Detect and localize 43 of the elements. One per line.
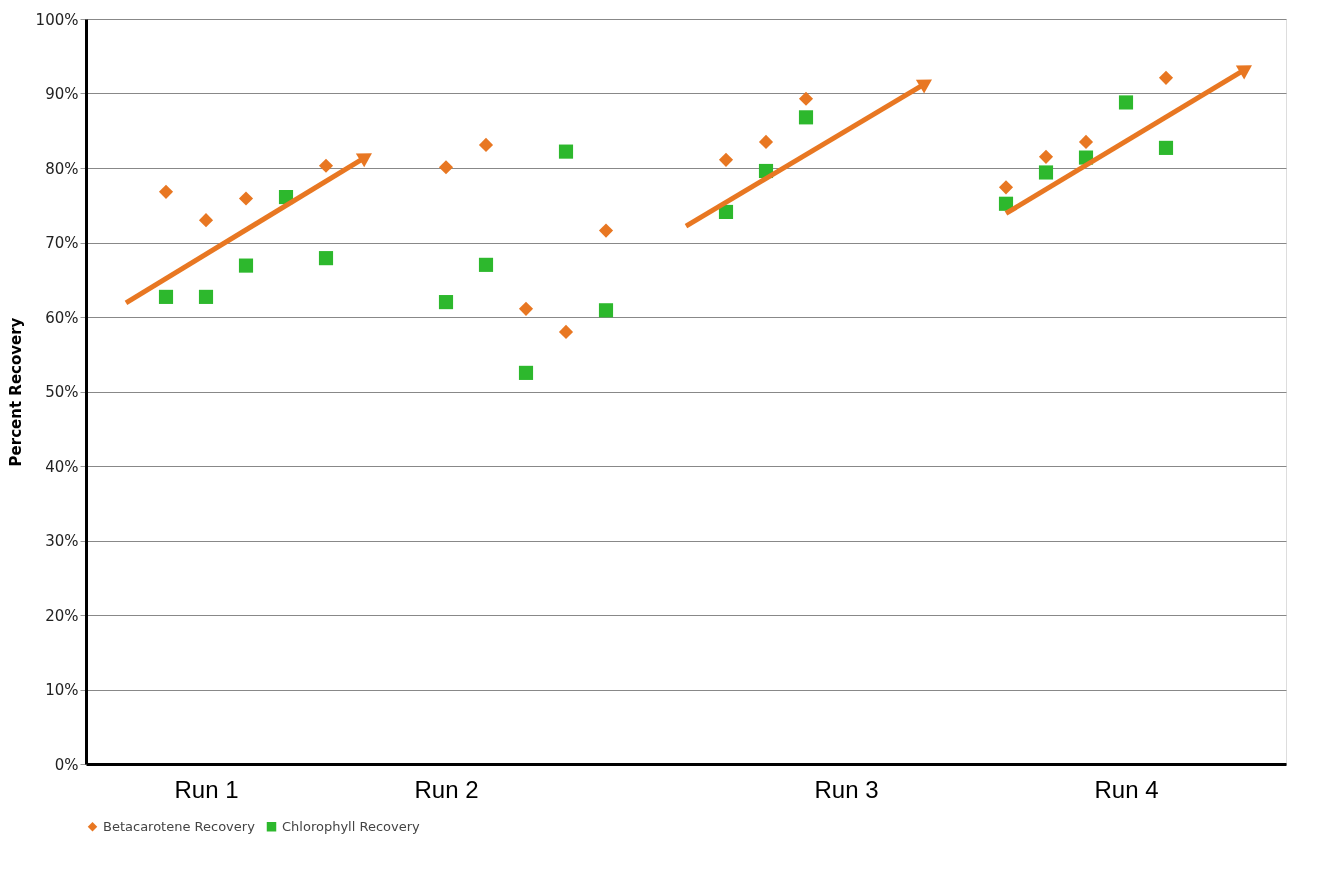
point [318,251,334,266]
x-tick-label: Run 2 [414,775,479,803]
y-tick-label: 90% [45,85,79,103]
point [998,180,1014,195]
y-tick-label: 60% [45,308,79,327]
x-tick-label: Run 4 [1094,775,1159,803]
point [598,303,614,318]
point [318,158,334,173]
point [1118,95,1134,110]
point [1038,149,1054,164]
y-tick-label: 10% [45,681,79,699]
point [238,258,254,273]
y-tick-label: 100% [35,10,79,29]
y-tick-label: 40% [45,457,79,476]
point [198,213,214,228]
point [238,191,254,206]
point [158,184,174,199]
point [478,137,494,152]
point [198,289,214,304]
point [478,257,494,272]
point [158,289,174,304]
y-axis-title: Percent Recovery [6,317,25,467]
y-tick-label: 30% [45,532,79,550]
legend-label: Chlorophyll Recovery [282,818,421,834]
x-tick-label: Run 1 [174,775,239,803]
point [558,324,574,339]
y-tick-label: 80% [45,159,79,178]
point [598,223,614,238]
y-tick-label: 0% [54,755,79,774]
point [1158,140,1174,155]
point [558,144,574,159]
point [438,295,454,310]
point [438,160,454,175]
point [518,301,534,316]
point [1158,70,1174,85]
point [1078,134,1094,149]
y-tick-label: 50% [45,383,79,401]
y-tick-label: 20% [45,606,79,625]
point [1038,165,1054,180]
legend-label: Betacarotene Recovery [103,818,256,834]
x-tick-label: Run 3 [814,775,879,803]
point [518,365,534,380]
y-tick-label: 70% [45,234,79,252]
